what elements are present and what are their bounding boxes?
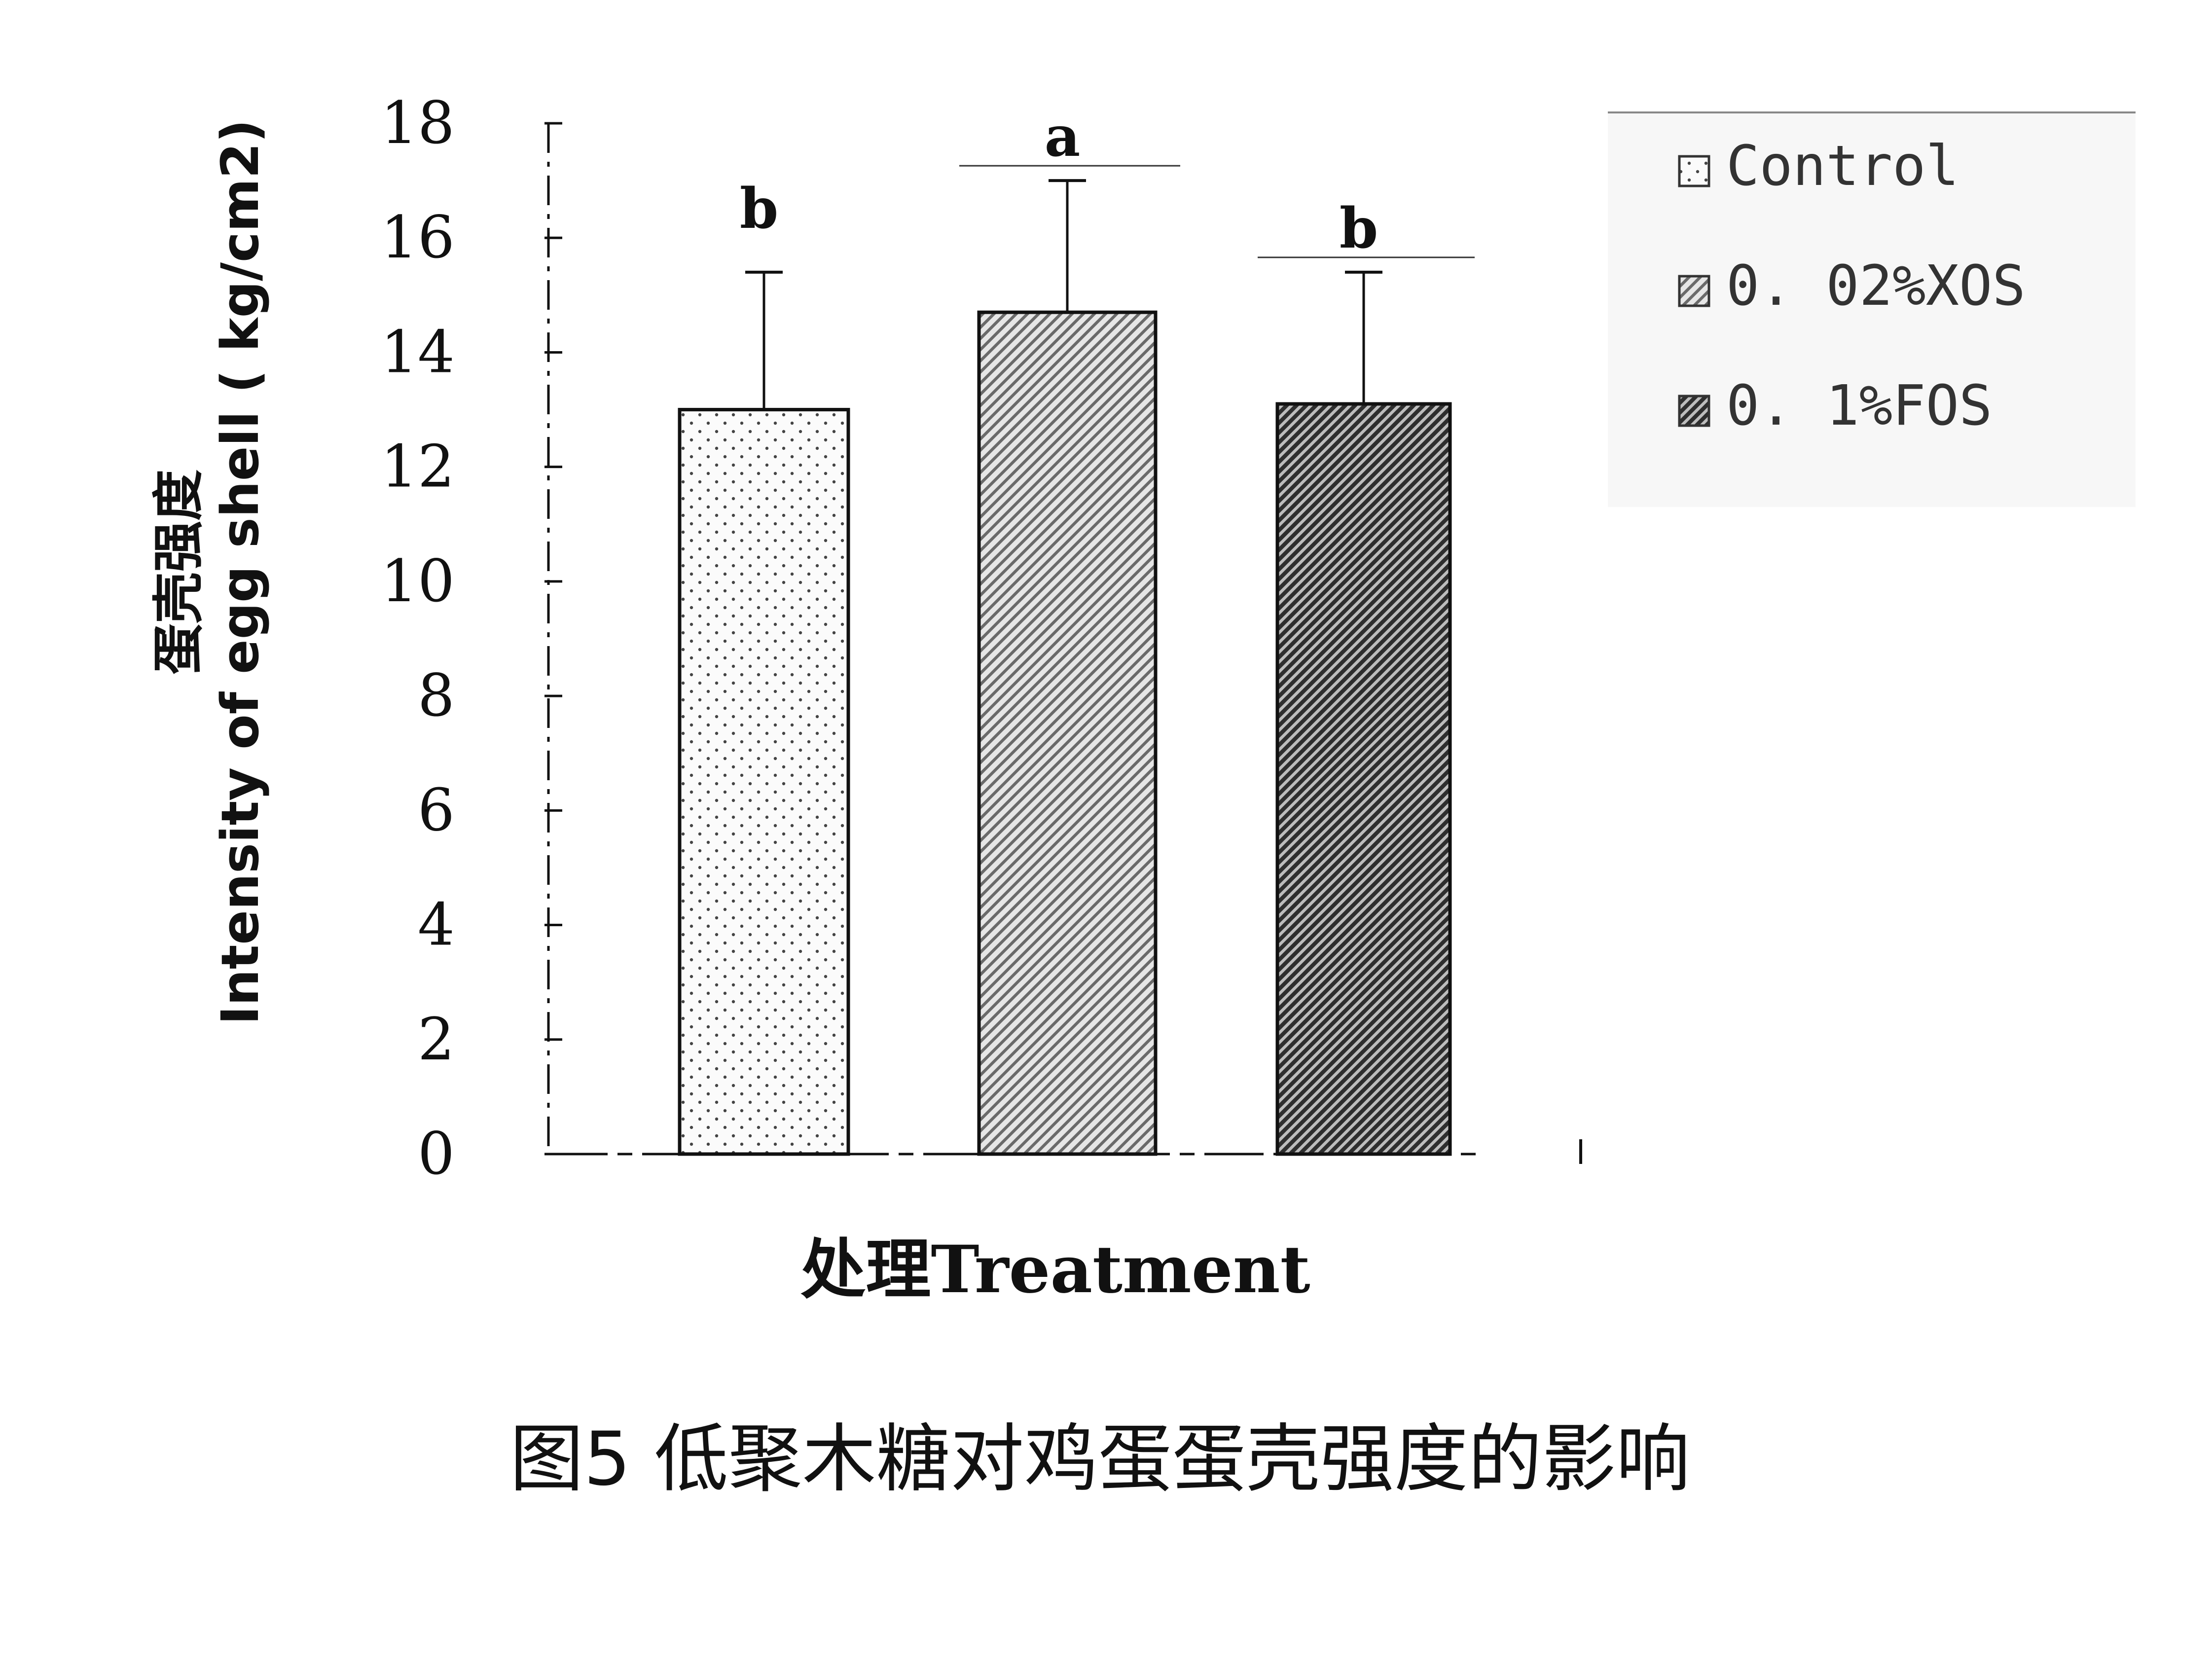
- bars: b a b: [678, 105, 1475, 1156]
- significance-letter: a: [1045, 105, 1081, 169]
- y-tick-label: 2: [418, 1005, 455, 1073]
- bar-0-02-xos: [977, 310, 1158, 1156]
- y-tick-label: 18: [381, 89, 455, 157]
- y-tick-label: 12: [381, 433, 455, 501]
- y-axis-title-cn: 蛋壳强度: [148, 470, 209, 675]
- legend-entry-label: 0. 02%XOS: [1726, 254, 2026, 318]
- y-tick-label: 8: [418, 661, 455, 729]
- y-tick-label: 4: [418, 891, 455, 959]
- significance-letter: b: [740, 177, 778, 241]
- y-tick-label: 0: [418, 1120, 455, 1188]
- y-tick-label: 14: [381, 318, 455, 386]
- bar-0-1-fos: [1275, 402, 1452, 1156]
- y-ticks: 0 2 4 6 8 10 12 14 16 18: [381, 89, 562, 1188]
- significance-letter: b: [1340, 196, 1378, 261]
- figure-caption: 图5 低聚木糖对鸡蛋蛋壳强度的影响: [509, 1416, 1690, 1502]
- dark-hatch-icon: [1678, 395, 1710, 427]
- y-tick-label: 6: [418, 776, 455, 844]
- legend: Control 0. 02%XOS 0. 1%FOS: [1608, 111, 2136, 507]
- legend-entry-label: Control: [1726, 134, 1959, 198]
- y-axis-title-group: 蛋壳强度 Intensity of egg shell ( kg/cm2): [148, 119, 270, 1025]
- y-tick-label: 16: [381, 203, 455, 271]
- dots-icon: [1678, 155, 1710, 187]
- bar-control: [678, 408, 850, 1156]
- light-hatch-icon: [1678, 275, 1710, 307]
- legend-entries: Control 0. 02%XOS 0. 1%FOS: [1678, 134, 2026, 438]
- y-tick-label: 10: [381, 547, 455, 615]
- legend-entry-label: 0. 1%FOS: [1726, 374, 1992, 438]
- y-axis-title-en: Intensity of egg shell ( kg/cm2): [210, 119, 270, 1025]
- x-axis-title: 处理Treatment: [800, 1231, 1310, 1308]
